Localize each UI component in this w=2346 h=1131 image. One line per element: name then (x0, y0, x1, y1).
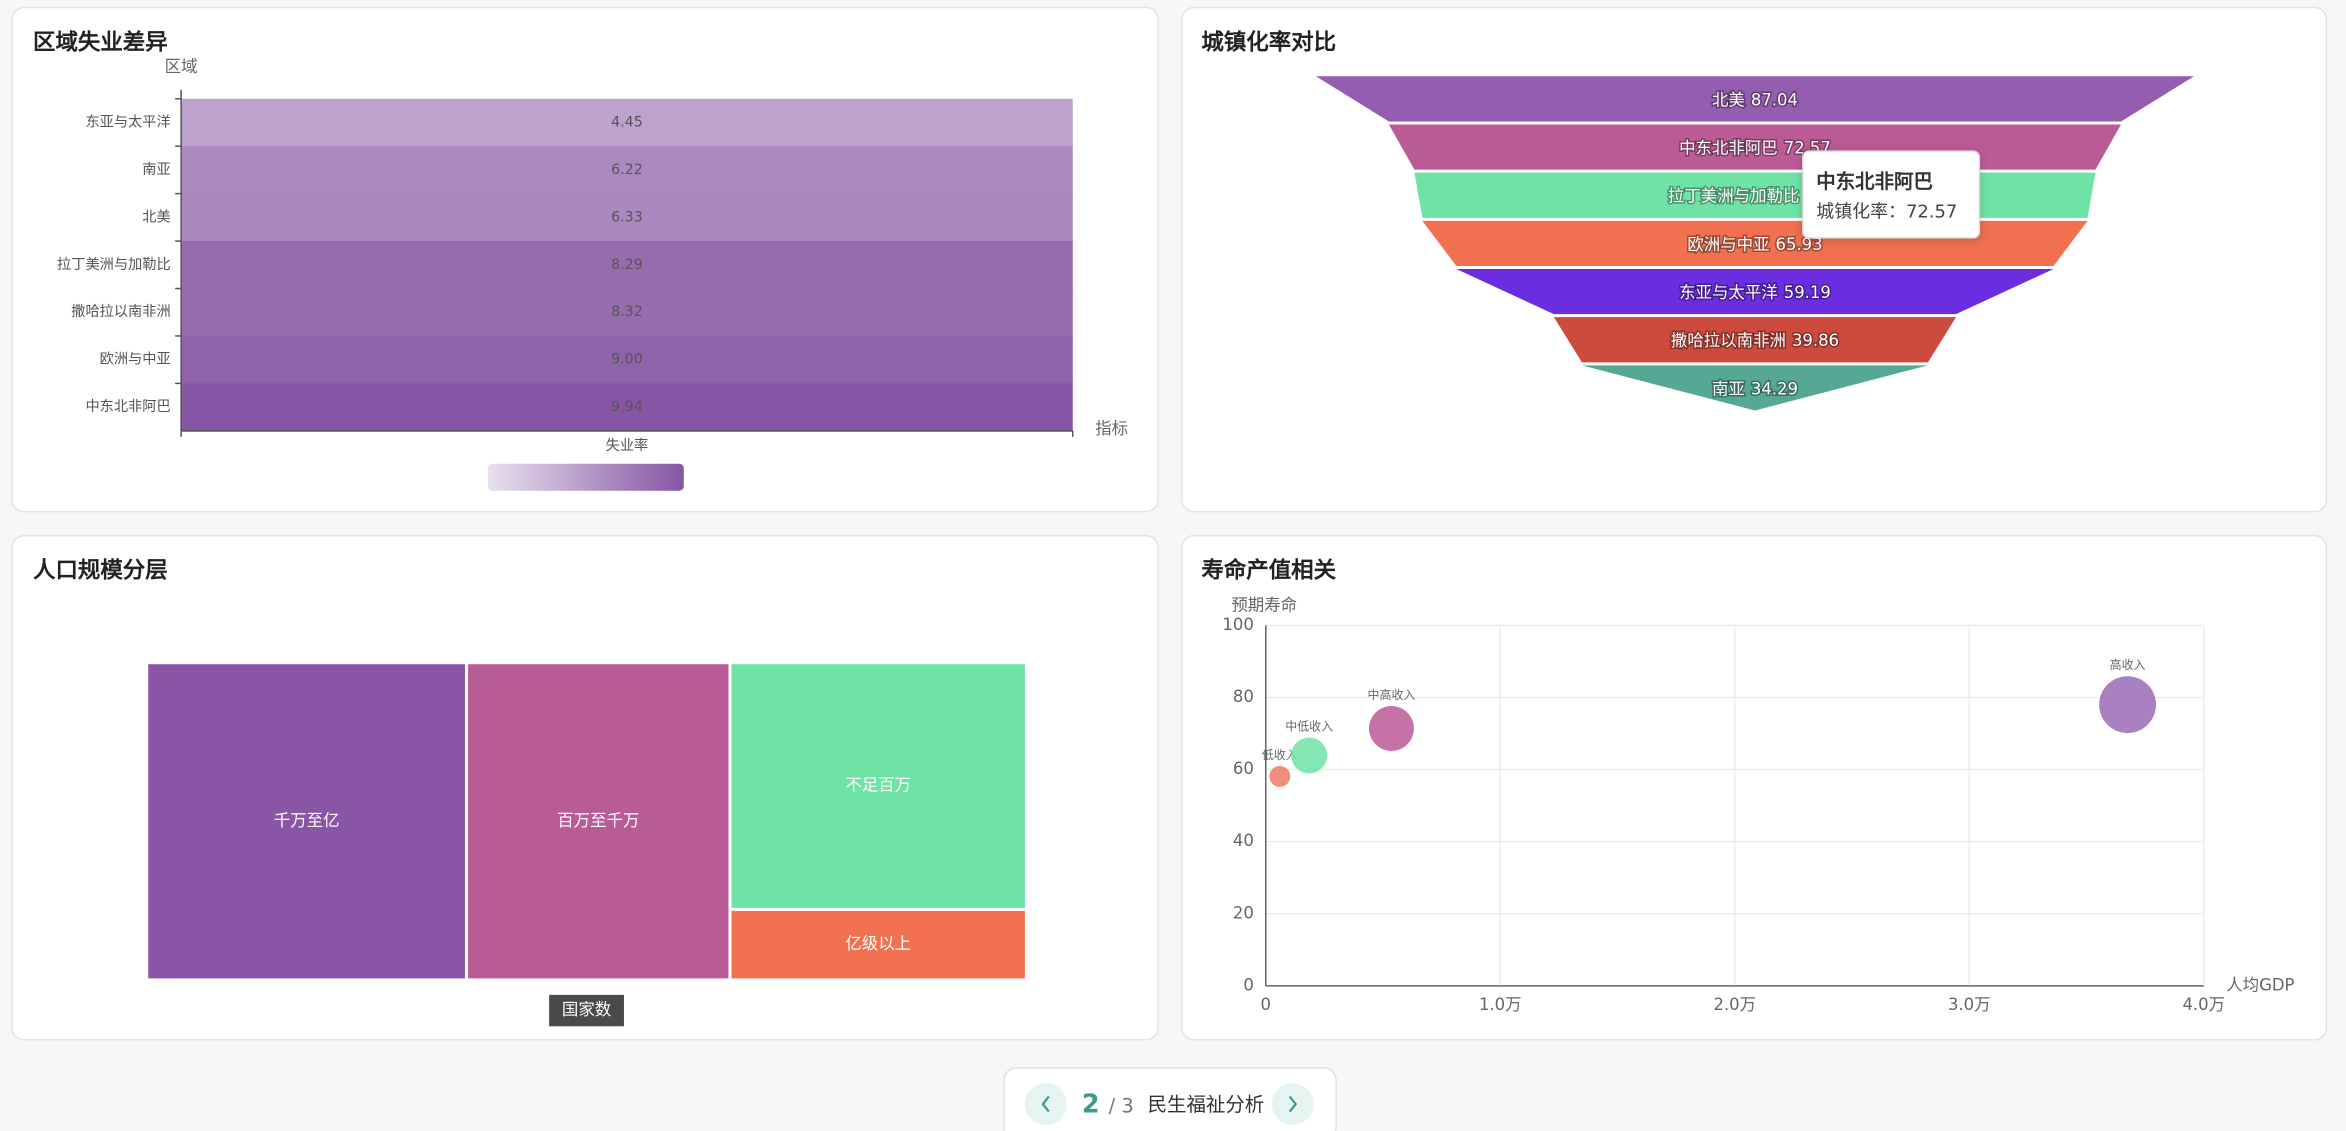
point-label: 中高收入 (1368, 687, 1416, 702)
treemap-cell (728, 661, 1028, 911)
tooltip-title: 中东北非阿巴 (1816, 170, 1933, 193)
pager-box (1003, 1067, 1337, 1131)
label-value: 34.29 (1751, 379, 1798, 398)
label-name: 中东北非阿巴 (1679, 138, 1778, 157)
next-icon (1288, 1095, 1298, 1113)
page-total: / 3 (1109, 1095, 1134, 1118)
x-tick-label: 3.0万 (1948, 995, 1991, 1014)
heat-cell (181, 335, 1073, 385)
label-value: 39.86 (1792, 331, 1839, 350)
funnel-label: 欧洲与中亚 65.93 (1687, 234, 1822, 253)
heat-cell (181, 288, 1073, 337)
bubble (1291, 737, 1328, 774)
next-button[interactable] (1271, 1083, 1314, 1126)
label-name: 北美 (1712, 90, 1745, 109)
heat-cell (181, 383, 1073, 432)
label-value: 59.19 (1784, 283, 1831, 302)
x-tick-label: 0 (1261, 995, 1271, 1014)
heat-cell (181, 98, 1073, 147)
label-name: 欧洲与中亚 (1687, 234, 1769, 253)
label-value: 87.04 (1751, 90, 1798, 109)
visual-map (487, 463, 684, 491)
value-label: 6.33 (611, 209, 643, 225)
page-title: 民生福祉分析 (1148, 1093, 1265, 1116)
tooltip-text: 城镇化率：72.57 (1816, 201, 1957, 222)
axis-name: 预期寿命 (1231, 595, 1297, 614)
bubble (1269, 765, 1291, 787)
treemap-cell (465, 661, 732, 982)
chart-title: 区域失业差异 (33, 28, 168, 55)
value-label: 4.45 (611, 114, 643, 130)
value-label: 6.22 (611, 162, 643, 178)
label-name: 撒哈拉以南非洲 (1671, 331, 1786, 350)
funnel-label: 撒哈拉以南非洲 39.86 (1671, 331, 1839, 350)
y-tick-label: 南亚 (142, 161, 170, 178)
point-label: 低收入 (1262, 748, 1298, 762)
value-label: 8.29 (611, 257, 643, 273)
axis-name: 区域 (165, 57, 198, 76)
y-tick-label: 北美 (142, 208, 170, 225)
axis-name: 人均GDP (2226, 975, 2294, 994)
value-label: 9.00 (611, 352, 643, 368)
x-tick-label: 2.0万 (1713, 995, 1756, 1014)
series-name: 国家数 (562, 1000, 611, 1019)
cell-label: 百万至千万 (557, 811, 639, 830)
heat-cell (181, 241, 1073, 290)
chart-title: 城镇化率对比 (1201, 28, 1336, 55)
heat-cell (181, 146, 1073, 195)
x-tick-label: 1.0万 (1479, 995, 1522, 1014)
cell-label: 亿级以上 (845, 934, 911, 953)
y-tick-label: 40 (1233, 831, 1254, 850)
prev-icon (1041, 1095, 1050, 1113)
point-label: 中低收入 (1285, 719, 1333, 734)
x-tick-label: 4.0万 (2182, 995, 2225, 1014)
card (1181, 534, 2328, 1041)
funnel-segment (1456, 268, 2054, 315)
chart-title: 寿命产值相关 (1201, 556, 1336, 583)
x-tick-label: 失业率 (606, 437, 649, 454)
y-tick-label: 撒哈拉以南非洲 (71, 303, 170, 320)
y-tick-label: 100 (1222, 615, 1253, 634)
prev-button[interactable] (1024, 1083, 1067, 1126)
treemap-cell (728, 907, 1028, 982)
funnel-segment (1553, 317, 1957, 363)
value-label: 9.94 (611, 399, 643, 415)
funnel-segment (1315, 76, 2195, 122)
y-tick-label: 拉丁美洲与加勒比 (57, 256, 171, 273)
heat-cell (181, 193, 1073, 242)
y-tick-label: 东亚与太平洋 (85, 113, 170, 130)
label-name: 东亚与太平洋 (1679, 283, 1778, 302)
tooltip (1802, 150, 1981, 239)
label-name: 南亚 (1712, 379, 1745, 398)
y-tick-label: 中东北非阿巴 (85, 398, 170, 415)
cell-label: 不足百万 (845, 776, 911, 795)
funnel-label: 北美 87.04 (1712, 90, 1798, 109)
page-current: 2 (1082, 1089, 1100, 1119)
pager: 2 / 3 民生福祉分析 (1003, 1067, 1337, 1131)
bubble (1369, 706, 1414, 751)
y-tick-label: 60 (1233, 759, 1254, 778)
breadcrumb (549, 994, 624, 1027)
bubble (2099, 676, 2156, 734)
y-tick-label: 20 (1233, 903, 1254, 922)
cell-label: 千万至亿 (274, 811, 340, 830)
axis-name: 指标 (1095, 419, 1128, 438)
y-tick-label: 0 (1243, 975, 1253, 994)
point-label: 高收入 (2110, 657, 2146, 672)
label-name: 拉丁美洲与加勒比 (1668, 186, 1800, 205)
funnel-label: 东亚与太平洋 59.19 (1679, 283, 1831, 302)
value-label: 8.32 (611, 304, 643, 320)
chart-title: 人口规模分层 (33, 557, 168, 583)
y-tick-label: 欧洲与中亚 (100, 351, 171, 368)
y-tick-label: 80 (1233, 687, 1254, 706)
funnel-segment (1581, 365, 1928, 411)
funnel-label: 南亚 34.29 (1712, 379, 1798, 398)
